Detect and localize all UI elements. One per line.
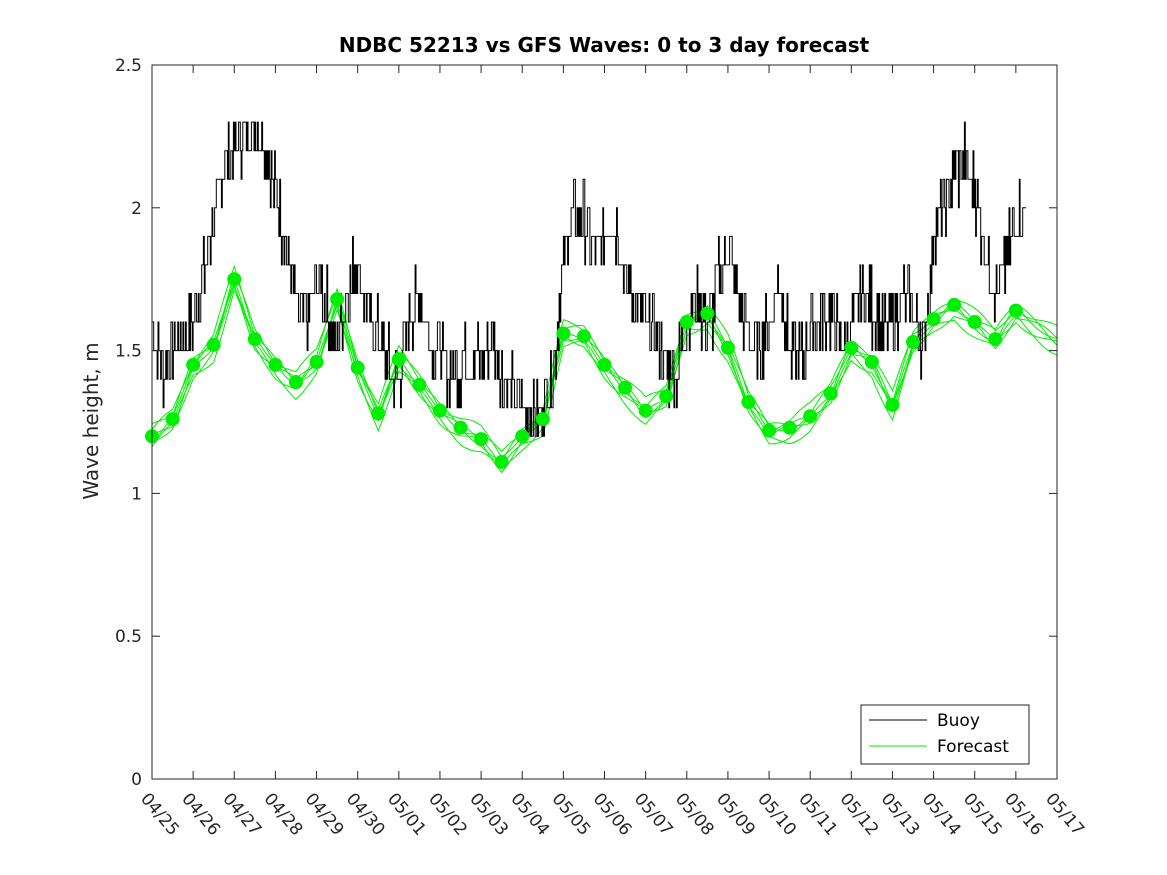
forecast-point [535, 412, 550, 427]
forecast-run-line [151, 284, 1058, 463]
buoy-line [152, 121, 1027, 437]
forecast-point [371, 406, 386, 421]
forecast-point [926, 312, 941, 327]
forecast-point [618, 380, 633, 395]
forecast-point [885, 397, 900, 412]
y-tick-label: 1 [131, 484, 142, 504]
forecast-point [432, 403, 447, 418]
forecast-point [988, 332, 1003, 347]
forecast-point [638, 403, 653, 418]
buoy-line-group [152, 121, 1027, 437]
forecast-point [206, 337, 221, 352]
forecast-point [700, 306, 715, 321]
y-tick-label: 1.5 [115, 342, 142, 362]
forecast-point [659, 389, 674, 404]
forecast-point [309, 355, 324, 370]
forecast-point [227, 272, 242, 287]
forecast-point [556, 326, 571, 341]
forecast-point [741, 395, 756, 410]
forecast-point [350, 360, 365, 375]
forecast-point [967, 315, 982, 330]
forecast-point [844, 340, 859, 355]
forecast-point [576, 329, 591, 344]
forecast-point [515, 429, 530, 444]
forecast-dots [145, 272, 1023, 469]
forecast-point [720, 340, 735, 355]
forecast-point [453, 420, 468, 435]
forecast-point [906, 335, 921, 350]
forecast-point [597, 357, 612, 372]
forecast-point [330, 292, 345, 307]
forecast-point [803, 409, 818, 424]
y-tick-label: 0.5 [115, 627, 142, 647]
y-tick-label: 2 [131, 199, 142, 219]
forecast-point [186, 357, 201, 372]
forecast-point [165, 412, 180, 427]
legend: Buoy Forecast [860, 704, 1030, 765]
forecast-point [864, 355, 879, 370]
legend-box [860, 704, 1030, 765]
axes-background [152, 65, 1057, 779]
forecast-point [391, 352, 406, 367]
forecast-run-line [151, 277, 1058, 469]
forecast-point [474, 432, 489, 447]
forecast-point [288, 375, 303, 390]
legend-forecast-label: Forecast [937, 737, 1009, 757]
y-ticks: 0 0.5 1 1.5 2 2.5 [115, 56, 1057, 790]
forecast-point [762, 423, 777, 438]
y-axis-label: Wave height, m [79, 342, 103, 499]
forecast-point [782, 420, 797, 435]
forecast-point [1008, 303, 1023, 318]
forecast-point [494, 454, 509, 469]
legend-buoy-label: Buoy [937, 711, 980, 731]
y-tick-label: 2.5 [115, 56, 142, 76]
forecast-point [947, 297, 962, 312]
y-tick-label: 0 [131, 770, 142, 790]
chart-title: NDBC 52213 vs GFS Waves: 0 to 3 day fore… [339, 33, 870, 57]
forecast-point [247, 332, 262, 347]
forecast-point [412, 377, 427, 392]
forecast-point [679, 315, 694, 330]
forecast-point [823, 386, 838, 401]
forecast-point [268, 357, 283, 372]
